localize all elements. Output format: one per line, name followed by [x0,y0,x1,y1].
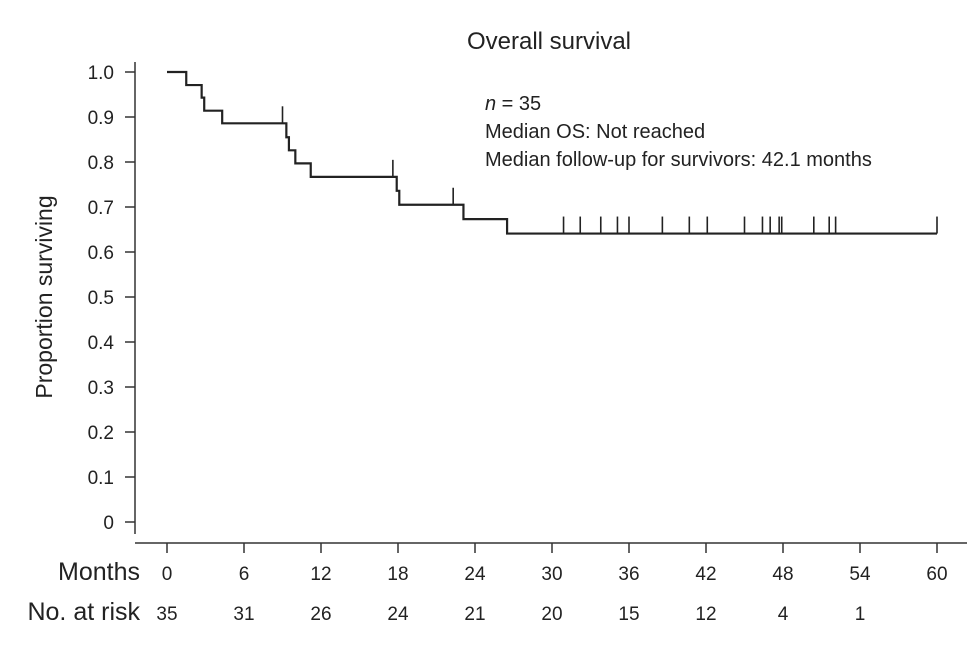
x-tick-label: 48 [772,564,793,585]
y-tick-label: 0.9 [88,108,114,129]
at-risk-count: 21 [464,604,485,625]
x-tick-label: 6 [239,564,250,585]
at-risk-count: 35 [156,604,177,625]
y-tick-label: 1.0 [88,63,114,84]
months-row-label: Months [58,558,140,586]
x-tick-label: 24 [464,564,486,585]
n-annotation: n = 35 [485,93,541,115]
survival-series [167,70,938,235]
x-tick-label: 36 [618,564,639,585]
n-value: = 35 [496,93,541,115]
median-followup-annotation: Median follow-up for survivors: 42.1 mon… [485,149,872,171]
y-tick-label: 0.1 [88,468,114,489]
x-tick-label: 60 [926,564,947,585]
y-tick-label: 0 [103,513,114,534]
median-os-annotation: Median OS: Not reached [485,121,705,143]
x-tick-label: 54 [849,564,871,585]
y-tick-label: 0.5 [88,288,114,309]
annotation-block: n = 35 Median OS: Not reached Median fol… [485,93,872,171]
y-tick-label: 0.8 [88,153,114,174]
x-tick-label: 18 [387,564,408,585]
at-risk-count: 20 [541,604,562,625]
at-risk-count: 26 [310,604,331,625]
at-risk-table: 35 31 26 24 21 20 15 12 4 1 [156,604,865,625]
at-risk-count: 12 [695,604,716,625]
x-tick-label: 42 [695,564,716,585]
y-tick-label: 0.2 [88,423,114,444]
chart-title: Overall survival [467,28,631,55]
x-tick-label: 0 [162,564,173,585]
x-axis: 0 6 12 18 24 30 36 42 48 54 60 [135,542,967,585]
at-risk-count: 15 [618,604,639,625]
x-tick-label: 30 [541,564,562,585]
at-risk-count: 1 [855,604,866,625]
y-tick-label: 0.6 [88,243,114,264]
at-risk-count: 24 [387,604,409,625]
at-risk-count: 4 [778,604,789,625]
at-risk-count: 31 [233,604,254,625]
y-tick-label: 0.4 [88,333,115,354]
at-risk-row-label: No. at risk [27,598,140,626]
y-axis: 0 0.1 0.2 0.3 0.4 0.5 0.6 0.7 0.8 0.9 1.0 [88,62,136,534]
n-symbol: n [485,93,496,115]
y-tick-label: 0.7 [88,198,114,219]
y-axis-label: Proportion surviving [31,195,57,398]
x-tick-label: 12 [310,564,331,585]
y-tick-label: 0.3 [88,378,114,399]
